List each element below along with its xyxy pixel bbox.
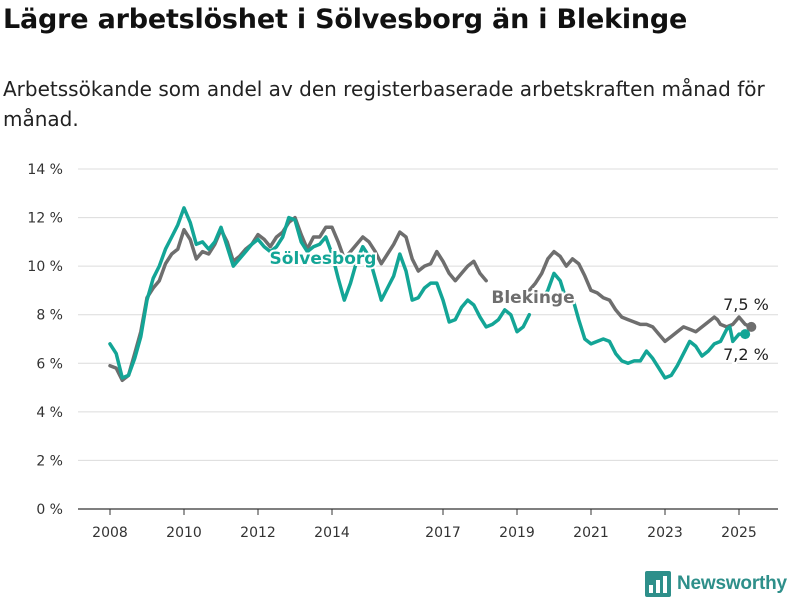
y-tick-label: 10 % (27, 259, 63, 275)
y-tick-label: 14 % (27, 162, 63, 178)
solvesborg-line (108, 206, 532, 380)
x-tick-label: 2025 (721, 525, 757, 541)
y-tick-label: 8 % (36, 308, 63, 324)
solvesborg-end-label: 7,2 % (723, 345, 769, 364)
solvesborg-series-label: Sölvesborg (270, 249, 377, 269)
solvesborg-end-dot (740, 329, 751, 340)
brand-name: Newsworthy (677, 573, 787, 594)
chart-subtitle: Arbetssökande som andel av den registerb… (3, 77, 765, 131)
x-tick-label: 2017 (425, 525, 461, 541)
y-tick-label: 12 % (27, 211, 63, 227)
solvesborg-line (539, 271, 747, 380)
x-tick-label: 2012 (240, 525, 276, 541)
x-tick-label: 2019 (499, 525, 535, 541)
x-tick-label: 2008 (92, 525, 128, 541)
newsworthy-logo: Newsworthy (645, 570, 787, 598)
blekinge-line (527, 249, 754, 344)
blekinge-end-dot (746, 321, 757, 332)
y-tick-label: 6 % (36, 356, 63, 372)
y-tick-label: 2 % (36, 453, 63, 469)
x-tick-label: 2010 (166, 525, 202, 541)
blekinge-series-label: Blekinge (491, 288, 574, 308)
bar-chart-icon (645, 571, 671, 597)
x-tick-label: 2014 (314, 525, 350, 541)
x-tick-label: 2021 (573, 525, 609, 541)
chart-title: Lägre arbetslöshet i Sölvesborg än i Ble… (3, 4, 688, 35)
x-tick-label: 2023 (647, 525, 683, 541)
y-tick-label: 0 % (36, 502, 63, 518)
y-tick-label: 4 % (36, 405, 63, 421)
blekinge-line (108, 215, 488, 383)
blekinge-end-label: 7,5 % (723, 295, 769, 314)
